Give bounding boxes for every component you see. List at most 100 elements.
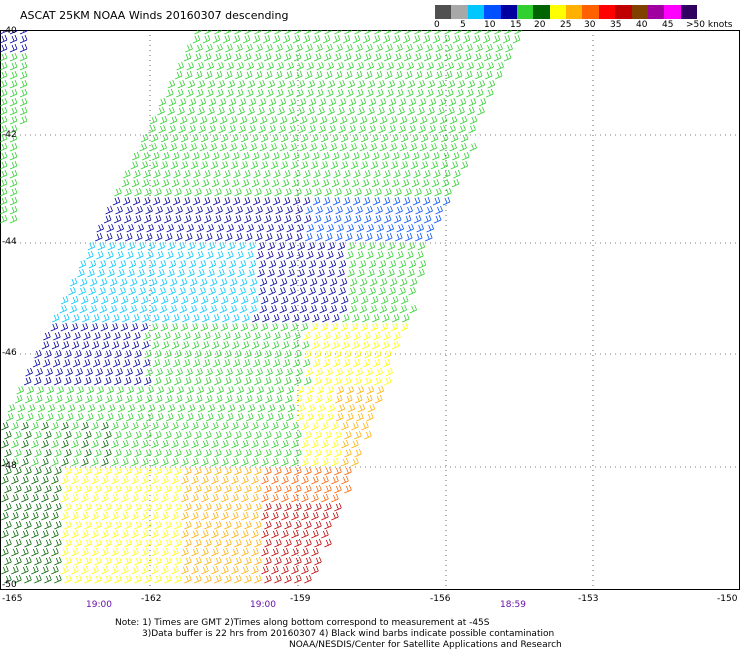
wind-barb [424,187,432,197]
wind-barb [153,376,162,386]
wind-barb [227,79,236,89]
wind-barb [51,421,59,431]
wind-barb [411,178,420,188]
wind-barb [275,205,283,215]
wind-barb [125,394,133,404]
wind-barb [161,457,169,467]
wind-barb [19,88,28,98]
wind-barb [301,565,309,575]
wind-barb [319,142,327,152]
wind-barb [111,340,120,350]
wind-barb [219,142,227,152]
wind-barb [252,34,261,44]
wind-barb [11,475,19,485]
wind-barb [46,412,54,422]
wind-barb [155,205,163,215]
wind-barb [135,232,143,242]
wind-barb [84,349,92,359]
wind-barb [74,538,82,548]
wind-barb [203,331,211,341]
wind-barb [253,331,261,341]
wind-barb [88,286,96,296]
wind-barb [247,268,255,278]
wind-barb [119,277,128,287]
wind-barb [261,421,269,431]
wind-barb [265,394,273,404]
wind-barb [466,61,474,71]
wind-barb [449,115,458,125]
wind-barb [397,241,406,251]
wind-map-plot[interactable] [0,30,740,590]
wind-barb [364,430,372,440]
wind-barb [131,457,139,467]
wind-barb [152,358,161,368]
wind-barb [124,502,132,512]
wind-barb [273,52,282,62]
wind-barb [192,313,200,323]
wind-barb [203,376,212,386]
wind-barb [208,97,217,107]
wind-barb [19,52,28,62]
colorbar-swatch [631,5,648,19]
wind-barb [344,448,352,458]
wind-barb [322,34,331,44]
wind-barb [211,421,219,431]
wind-barb [353,169,361,179]
wind-barb [281,511,289,521]
wind-barb [270,295,279,305]
wind-barb [206,61,214,71]
wind-barb [395,205,403,215]
wind-barb [217,403,226,413]
wind-barb [194,349,202,359]
wind-barb [182,313,190,323]
wind-barb [71,547,79,557]
wind-barb [333,331,341,341]
wind-barb [264,556,272,566]
wind-barb [415,232,423,242]
wind-barb [74,484,82,494]
wind-barb [358,97,367,107]
wind-barb [281,475,289,485]
wind-barb [234,70,243,80]
wind-barb [239,304,247,314]
wind-barb [234,466,242,476]
wind-barb [371,151,380,161]
wind-barb [15,394,23,404]
wind-barb [370,160,379,170]
wind-barb [234,520,242,530]
wind-barb [31,421,39,431]
wind-barb [61,421,69,431]
wind-barb [243,214,252,224]
wind-barb [192,196,201,206]
wind-barb [181,340,190,350]
wind-barb [128,259,137,269]
wind-barb [32,358,41,368]
wind-barb [14,556,22,566]
wind-barb [19,30,28,35]
wind-barb [244,556,252,566]
wind-barb [473,52,482,62]
wind-barb [334,502,342,512]
wind-barb [310,133,319,143]
wind-barb [266,250,274,260]
wind-barb [106,412,114,422]
wind-barb [64,448,72,458]
wind-barb [242,196,251,206]
wind-barb [384,70,393,80]
wind-barb [280,295,289,305]
wind-barb [336,223,344,233]
wind-barb [258,259,267,269]
wind-barb [193,331,201,341]
wind-barb [291,439,299,449]
wind-barb [267,403,276,413]
wind-barb [244,574,252,584]
wind-barb [158,286,166,296]
note-line-3: NOAA/NESDIS/Center for Satellite Applica… [289,640,562,650]
wind-barb [327,79,336,89]
wind-barb [366,250,374,260]
wind-barb [311,457,319,467]
wind-barb [194,538,202,548]
wind-barb [199,304,207,314]
wind-barb [91,529,99,539]
wind-barb [326,250,334,260]
